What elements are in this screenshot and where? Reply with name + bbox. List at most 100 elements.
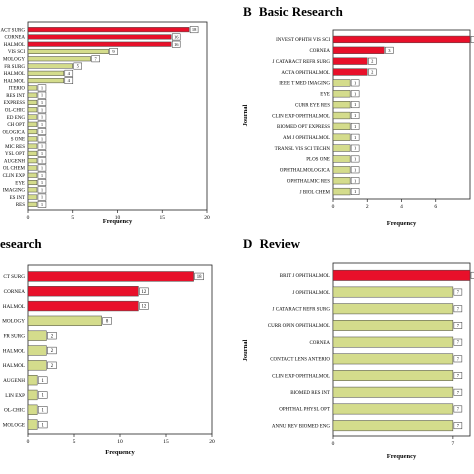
- category-label: TRANSL VIS SCI TECHN: [275, 147, 331, 152]
- category-label: OPHTHAL PHYSL OPT: [279, 408, 330, 413]
- bar: [332, 155, 351, 163]
- bar: [332, 370, 454, 381]
- value-label: 7: [457, 306, 460, 311]
- value-label: 1: [41, 136, 43, 141]
- bar: [332, 269, 471, 281]
- category-label: CLIN EXP OPHTHALMOL: [272, 374, 330, 379]
- value-label: 1: [41, 151, 43, 156]
- bar: [27, 63, 73, 69]
- value-label-box: [37, 420, 48, 429]
- category-label: CONTACT LENS ANTERIO: [270, 358, 330, 363]
- value-label: 2: [371, 59, 373, 64]
- value-label: 1: [41, 85, 43, 90]
- value-label-box: [171, 40, 181, 48]
- value-label: 7: [95, 56, 98, 61]
- bar: [332, 46, 385, 54]
- value-label: 7: [457, 290, 460, 295]
- value-label-box: [37, 164, 47, 172]
- bar: [27, 300, 139, 312]
- value-label-box: [453, 322, 463, 329]
- panel-b: B Basic Research INVEST OPHTH VIS SCI8CO…: [237, 0, 474, 235]
- value-label: 7: [457, 390, 460, 395]
- value-label-box: [453, 338, 463, 346]
- category-label: ITERIO: [9, 87, 26, 92]
- category-label: S ONE: [11, 138, 25, 143]
- x-tick-label: 20: [209, 439, 215, 445]
- panel-d-title: D Review: [243, 236, 300, 252]
- value-label-box: [453, 422, 463, 430]
- category-label: INVEST OPHTH VIS SCI: [276, 38, 330, 43]
- x-axis-label: Frequency: [103, 218, 133, 225]
- value-label: 1: [41, 379, 44, 384]
- value-label-box: [350, 177, 360, 185]
- category-label: ES INT: [10, 196, 25, 201]
- bar: [27, 92, 38, 98]
- value-label-box: [368, 68, 377, 76]
- value-label: 1: [354, 167, 356, 172]
- x-tick-label: 7: [452, 441, 455, 447]
- bar: [27, 165, 38, 171]
- value-label: 2: [51, 349, 54, 354]
- value-label: 8: [106, 320, 109, 325]
- value-label: 4: [68, 71, 71, 76]
- bar: [27, 201, 38, 207]
- category-label: AUGENH: [4, 159, 25, 164]
- value-label: 1: [41, 187, 43, 192]
- bar: [27, 143, 38, 149]
- value-label-box: [37, 150, 47, 157]
- value-label-box: [453, 355, 463, 363]
- value-label-box: [109, 48, 118, 55]
- value-label-box: [37, 406, 48, 414]
- bar: [27, 27, 190, 33]
- bar: [332, 187, 351, 196]
- x-tick-label: 20: [204, 215, 210, 221]
- value-label: 7: [457, 340, 460, 345]
- x-tick-label: 15: [163, 439, 169, 445]
- bar: [332, 57, 368, 65]
- value-label: 7: [457, 323, 460, 328]
- category-label: CORNEA: [4, 36, 25, 41]
- value-label-box: [453, 288, 463, 296]
- category-label: AUGENH: [3, 378, 25, 384]
- bar: [332, 90, 351, 98]
- bar: [27, 41, 172, 47]
- value-label: 1: [41, 166, 43, 171]
- panel-c-title-text: esearch: [0, 236, 42, 251]
- value-label-box: [350, 188, 360, 195]
- bar: [332, 166, 351, 174]
- x-axis-label: Frequency: [387, 453, 417, 460]
- bar: [332, 101, 351, 109]
- bar: [27, 114, 38, 120]
- value-label-box: [385, 46, 394, 54]
- bar: [27, 56, 91, 62]
- category-label: CT SURG: [3, 274, 25, 280]
- value-label: 1: [354, 113, 356, 118]
- value-label-box: [64, 69, 74, 77]
- bar: [27, 374, 38, 386]
- chart-b: INVEST OPHTH VIS SCI8CORNEA3J CATARACT R…: [242, 29, 474, 227]
- category-label: BIOMED OPT EXPRESS: [277, 125, 330, 130]
- bar: [332, 144, 351, 152]
- category-label: YSL OPT: [5, 152, 25, 157]
- value-label: 1: [41, 93, 43, 98]
- x-tick-label: 0: [332, 441, 335, 447]
- bar: [27, 158, 38, 164]
- value-label: 1: [354, 157, 356, 162]
- category-label: MOLOGY: [2, 319, 25, 325]
- category-label: CORNEA: [309, 49, 330, 54]
- value-label-box: [37, 91, 47, 99]
- category-label: HALMOL: [3, 348, 25, 354]
- value-label-box: [350, 133, 360, 141]
- bar: [27, 48, 109, 54]
- panel-d-letter: D: [243, 236, 253, 251]
- bar: [27, 330, 47, 341]
- value-label: 1: [41, 173, 43, 178]
- bar: [27, 271, 194, 282]
- bar: [332, 420, 454, 432]
- category-label: EYE: [320, 93, 330, 98]
- bar: [27, 286, 139, 297]
- value-label: 18: [192, 27, 197, 32]
- value-label: 1: [41, 180, 43, 185]
- bar: [27, 129, 38, 135]
- category-label: MOLOGY: [3, 58, 25, 63]
